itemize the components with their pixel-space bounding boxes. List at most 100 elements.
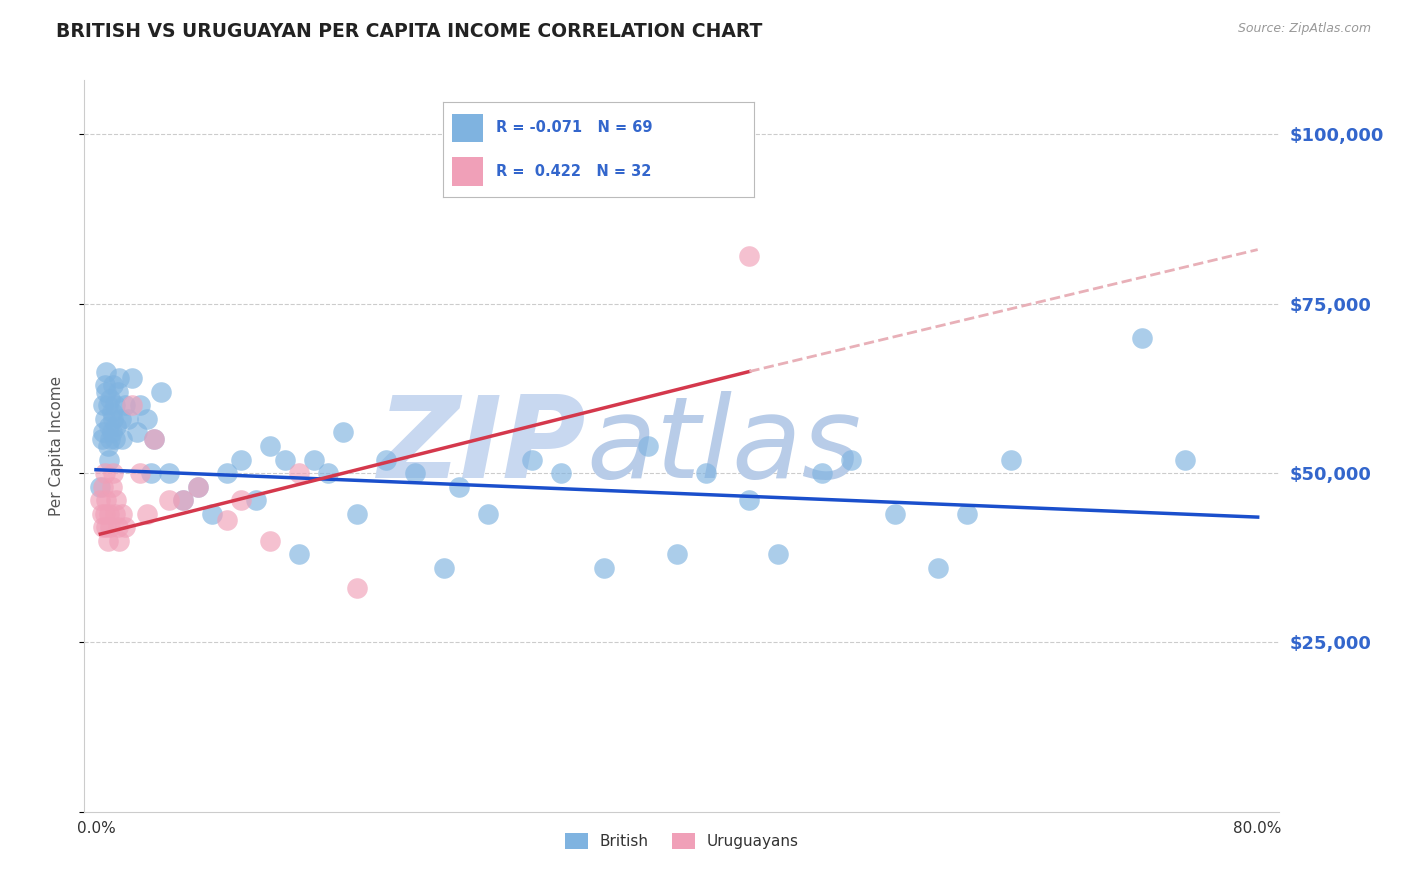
Point	[811, 466, 834, 480]
Point	[94, 520, 117, 534]
Point	[477, 507, 499, 521]
Point	[1174, 452, 1197, 467]
Point	[90, 507, 112, 521]
Point	[259, 533, 281, 548]
Point	[89, 493, 111, 508]
Point	[135, 412, 157, 426]
Point	[637, 439, 659, 453]
Point	[91, 520, 114, 534]
Point	[172, 493, 194, 508]
Text: BRITISH VS URUGUAYAN PER CAPITA INCOME CORRELATION CHART: BRITISH VS URUGUAYAN PER CAPITA INCOME C…	[56, 22, 762, 41]
Point	[520, 452, 543, 467]
Point	[117, 412, 139, 426]
Point	[157, 493, 180, 508]
Point	[103, 466, 125, 480]
Point	[93, 412, 115, 426]
Point	[187, 480, 209, 494]
Point	[100, 432, 122, 446]
Point	[157, 466, 180, 480]
Point	[231, 493, 253, 508]
Point	[738, 493, 761, 508]
Point	[259, 439, 281, 453]
Point	[107, 520, 129, 534]
Point	[738, 249, 761, 263]
Point	[98, 418, 121, 433]
Point	[103, 378, 125, 392]
Text: Source: ZipAtlas.com: Source: ZipAtlas.com	[1237, 22, 1371, 36]
Point	[956, 507, 979, 521]
Point	[318, 466, 340, 480]
Point	[1130, 331, 1153, 345]
Point	[101, 405, 124, 419]
Point	[215, 514, 238, 528]
Point	[768, 547, 790, 561]
Point	[346, 507, 368, 521]
Point	[94, 384, 117, 399]
Point	[114, 520, 136, 534]
Point	[201, 507, 224, 521]
Point	[288, 466, 311, 480]
Point	[91, 398, 114, 412]
Legend: British, Uruguayans: British, Uruguayans	[558, 827, 806, 855]
Point	[1000, 452, 1022, 467]
Point	[101, 480, 124, 494]
Point	[91, 480, 114, 494]
Point	[89, 480, 111, 494]
Y-axis label: Per Capita Income: Per Capita Income	[49, 376, 63, 516]
Point	[927, 561, 949, 575]
Point	[433, 561, 456, 575]
Point	[550, 466, 572, 480]
Point	[346, 581, 368, 595]
Point	[100, 520, 122, 534]
Point	[105, 418, 128, 433]
Point	[128, 398, 150, 412]
Point	[288, 547, 311, 561]
Point	[302, 452, 325, 467]
Point	[141, 466, 163, 480]
Point	[108, 533, 131, 548]
Point	[143, 432, 166, 446]
Point	[104, 398, 127, 412]
Point	[93, 378, 115, 392]
Point	[94, 364, 117, 378]
Point	[172, 493, 194, 508]
Point	[103, 412, 125, 426]
Point	[150, 384, 173, 399]
Point	[128, 466, 150, 480]
Point	[375, 452, 398, 467]
Point	[98, 452, 121, 467]
Point	[97, 533, 120, 548]
Point	[332, 425, 354, 440]
Point	[111, 432, 134, 446]
Point	[121, 398, 143, 412]
Point	[231, 452, 253, 467]
Point	[114, 398, 136, 412]
Point	[108, 371, 131, 385]
Point	[187, 480, 209, 494]
Point	[101, 425, 124, 440]
Point	[111, 507, 134, 521]
Text: atlas: atlas	[586, 391, 862, 501]
Point	[97, 398, 120, 412]
Point	[105, 493, 128, 508]
Point	[125, 425, 148, 440]
Point	[883, 507, 905, 521]
Point	[90, 432, 112, 446]
Point	[143, 432, 166, 446]
Point	[94, 493, 117, 508]
Point	[121, 371, 143, 385]
Point	[110, 412, 132, 426]
Point	[93, 466, 115, 480]
Point	[447, 480, 470, 494]
Point	[274, 452, 297, 467]
Point	[107, 384, 129, 399]
Point	[91, 425, 114, 440]
Point	[104, 507, 127, 521]
Point	[593, 561, 616, 575]
Point	[104, 432, 127, 446]
Point	[98, 507, 121, 521]
Point	[695, 466, 717, 480]
Text: ZIP: ZIP	[378, 391, 586, 501]
Point	[215, 466, 238, 480]
Point	[245, 493, 267, 508]
